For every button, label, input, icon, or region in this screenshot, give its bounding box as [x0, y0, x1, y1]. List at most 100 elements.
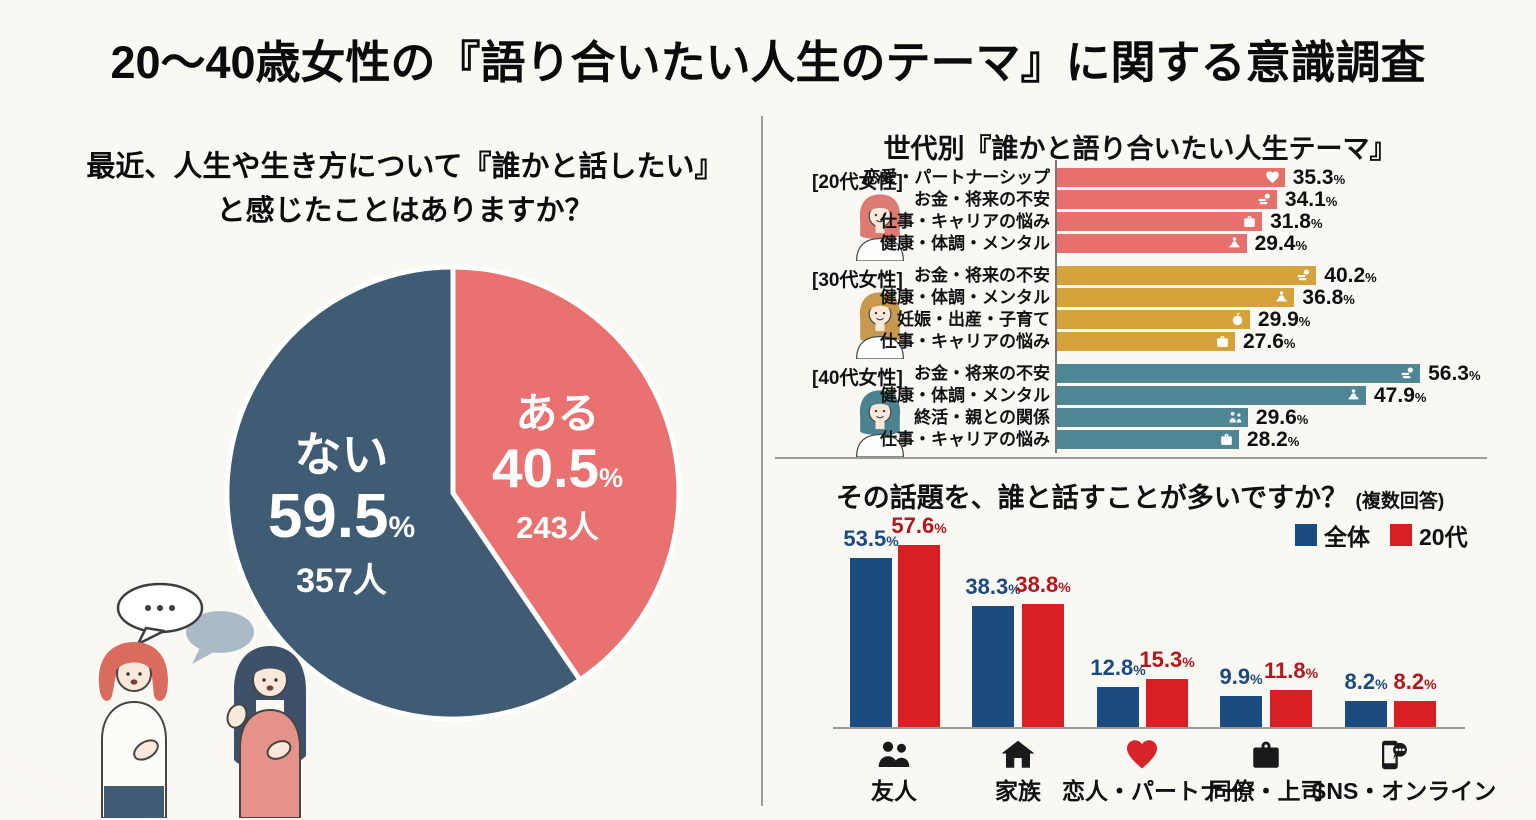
pie-svg — [224, 264, 682, 722]
bar-value: 9.9% — [1219, 663, 1263, 689]
bar-value: 38.8% — [1015, 572, 1071, 598]
bar-value: 8.2% — [1344, 669, 1388, 695]
legend-item-zentai: 全体 — [1295, 518, 1370, 552]
bar-row: お金・将来の不安 56.3% — [770, 361, 1530, 385]
bar-row-label: 健康・体調・メンタル — [880, 234, 1050, 253]
bar — [1057, 266, 1317, 285]
bar — [1022, 604, 1064, 727]
slice-label: ある — [515, 390, 600, 437]
bar-value: 36.8% — [1302, 285, 1355, 309]
meditation-icon — [1346, 388, 1361, 403]
bar-row-label: 健康・体調・メンタル — [880, 288, 1050, 307]
bar-value: 40.2% — [1324, 263, 1377, 287]
category-label: SNS・オンライン — [1311, 778, 1497, 804]
bar — [1057, 212, 1263, 231]
group-label: [40代女性] — [812, 368, 903, 389]
who-chart-title: その話題を、誰と話すことが多いですか？ (複数回答) — [835, 483, 1445, 513]
bar — [1057, 332, 1235, 351]
bar-value: 11.8% — [1263, 657, 1319, 683]
group-40s: [40代女性] お金・将来の不安 56.3% 健康・体調・メンタル 47.9% … — [770, 361, 1530, 457]
bar-value: 56.3% — [1428, 361, 1481, 385]
bar — [1057, 386, 1366, 405]
money-icon — [1400, 366, 1415, 381]
bar — [1345, 701, 1387, 727]
money-icon — [1257, 192, 1272, 207]
bar-row-label: お金・将来の不安 — [914, 266, 1050, 285]
horizontal-divider — [775, 457, 1487, 459]
legend-label: 全体 — [1324, 524, 1370, 550]
bar-row-label: 仕事・キャリアの悩み — [880, 430, 1050, 449]
briefcase-icon — [1248, 737, 1284, 773]
slice-label: ない — [294, 428, 389, 481]
bar — [972, 606, 1014, 727]
group-30s: [30代女性] お金・将来の不安 40.2% 健康・体調・メンタル 36.8% … — [770, 263, 1530, 359]
bar — [1057, 364, 1421, 383]
bar — [1394, 701, 1436, 727]
phone-icon — [1373, 737, 1409, 773]
bar-row-label: 仕事・キャリアの悩み — [880, 212, 1050, 231]
bar-row-label: お金・将来の不安 — [914, 364, 1050, 383]
briefcase-icon — [1219, 432, 1234, 447]
legend: 全体 20代 — [1295, 518, 1468, 552]
category-label: 同僚・上司 — [1208, 778, 1324, 804]
heart-icon — [1124, 737, 1160, 773]
slice-percent: 40.5% — [491, 437, 624, 500]
house-icon — [1000, 737, 1036, 773]
bar-row-label: 仕事・キャリアの悩み — [880, 332, 1050, 351]
bar-row: 終活・親との関係 29.6% — [770, 406, 1530, 429]
bar-value: 47.9% — [1374, 383, 1427, 407]
pie-chart: ある 40.5% 243人 ない 59.5% 357人 — [222, 262, 684, 724]
bar-row: お金・将来の不安 40.2% — [770, 263, 1530, 287]
slice-count: 357人 — [296, 562, 387, 601]
legend-label: 20代 — [1419, 524, 1468, 550]
bar-row: 健康・体調・メンタル 36.8% — [770, 285, 1530, 309]
baby-icon — [1230, 312, 1245, 327]
bar-value: 12.8% — [1090, 654, 1146, 680]
group-label: [20代女性] — [812, 172, 903, 193]
bar — [1057, 234, 1247, 253]
pie-question: 最近、人生や生き方について『誰かと話したい』 と感じたことはありますか？ — [60, 146, 750, 233]
who-chart-baseline — [833, 727, 1465, 729]
legend-swatch-zentai — [1295, 524, 1317, 546]
bar — [1220, 695, 1262, 727]
pie-label-aru: ある 40.5% 243人 — [460, 390, 655, 547]
bar-value: 27.6% — [1243, 329, 1296, 353]
woman-40s-avatar — [855, 390, 905, 457]
slice-count: 243人 — [516, 509, 599, 545]
category-label: 友人 — [871, 778, 917, 804]
category-label: 家族 — [995, 778, 1041, 804]
bar-value: 29.4% — [1254, 231, 1308, 255]
pie-question-line2: と感じたことはありますか？ — [216, 194, 594, 227]
women-talking-illustration — [98, 582, 306, 818]
bar-row: 妊娠・出産・子育て 29.9% — [770, 308, 1530, 331]
woman-30s-avatar — [855, 292, 905, 359]
bar-value: 8.2% — [1393, 669, 1437, 695]
page-title: 20〜40歳女性の『語り合いたい人生のテーマ』に関する意識調査 — [110, 37, 1426, 88]
bar — [1057, 168, 1285, 187]
woman-20s-avatar — [855, 194, 905, 261]
meditation-icon — [1227, 236, 1242, 251]
legend-item-20s: 20代 — [1390, 518, 1468, 552]
generation-chart-title: 世代別『誰かと語り合いたい人生テーマ』 — [883, 134, 1397, 164]
bar-row: お金・将来の不安 34.1% — [770, 187, 1530, 211]
slice-percent: 59.5% — [267, 482, 416, 552]
vertical-divider — [761, 116, 763, 806]
money-icon — [1296, 268, 1311, 283]
bar-value: 34.1% — [1284, 187, 1338, 211]
bar — [898, 545, 940, 727]
bar — [1270, 689, 1312, 727]
legend-swatch-20s — [1390, 524, 1412, 546]
bar-value: 28.2% — [1246, 427, 1300, 451]
bar — [1097, 686, 1139, 727]
bar-row: 仕事・キャリアの悩み 31.8% — [770, 210, 1530, 233]
bar-value: 53.5% — [843, 525, 899, 551]
bar-row-label: お金・将来の不安 — [914, 190, 1050, 209]
bar-value: 57.6% — [891, 513, 947, 538]
bar — [1057, 190, 1277, 209]
bar-value: 35.3% — [1292, 165, 1346, 189]
bar — [1057, 430, 1239, 449]
bar-row: 仕事・キャリアの悩み 28.2% — [770, 427, 1530, 451]
bar — [1057, 288, 1295, 307]
group-label: [30代女性] — [812, 270, 903, 291]
generation-chart-axis — [1055, 160, 1057, 453]
